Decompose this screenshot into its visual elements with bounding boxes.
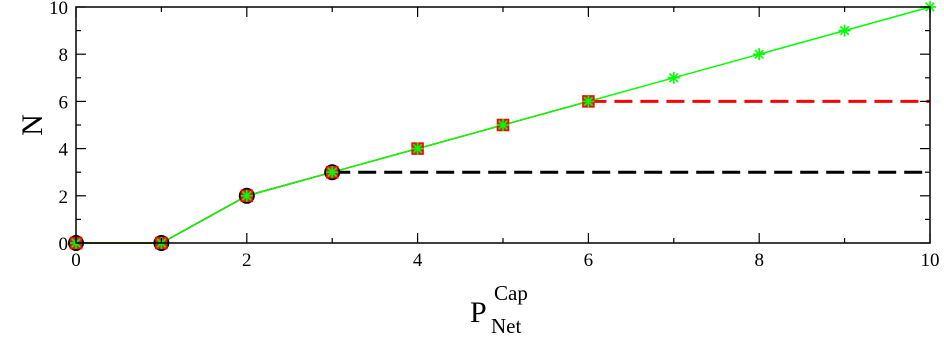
x-tick-label: 2	[242, 250, 252, 271]
y-tick-label: 2	[59, 187, 69, 208]
series-3-point-7	[582, 95, 595, 108]
series-3-point-6	[497, 119, 509, 131]
x-axis-label-subscript: Net	[491, 314, 521, 338]
y-tick-label: 4	[59, 140, 69, 161]
y-tick-label: 0	[59, 234, 69, 255]
series-3-point-3	[240, 189, 253, 202]
y-tick-label: 8	[59, 45, 69, 66]
y-tick-label: 6	[59, 92, 69, 113]
x-tick-label: 4	[413, 250, 423, 271]
y-tick-label: 10	[49, 0, 68, 19]
series-3-point-9	[753, 48, 766, 61]
x-axis-label-superscript: Cap	[494, 281, 528, 305]
x-axis-label-main: P	[470, 296, 487, 329]
series-3-point-5	[411, 142, 424, 155]
x-tick-label: 6	[584, 250, 594, 271]
series-3-point-4	[326, 166, 339, 179]
x-tick-label: 10	[921, 250, 940, 271]
series-3-point-8	[667, 71, 680, 84]
x-tick-label: 0	[71, 250, 81, 271]
x-axis-label: P Net Cap	[470, 281, 528, 338]
series-3-point-10	[838, 24, 851, 37]
x-tick-label: 8	[754, 250, 764, 271]
y-axis-label: N	[16, 114, 49, 136]
